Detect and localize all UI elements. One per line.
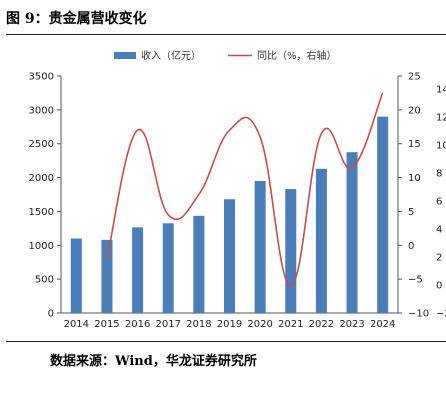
x-tick-label: 2023 (339, 319, 364, 330)
bar (101, 239, 113, 313)
cutoff-tick-label: 14 (436, 85, 446, 96)
chart-container: 0 500 1000 1500 2000 2500 3000 3500 −10 −5 0 5 10 15 2… (6, 34, 446, 342)
bar (346, 152, 358, 313)
x-tick-label: 2016 (125, 319, 150, 330)
cutoff-tick-label: 10 (436, 141, 446, 152)
right-tick-label: 25 (408, 72, 421, 83)
bar (285, 189, 297, 313)
source-note: 数据来源：Wind，华龙证券研究所 (50, 354, 257, 369)
cutoff-tick-label: 6 (436, 197, 442, 208)
chart: 0 500 1000 1500 2000 2500 3000 3500 −10 −5 0 5 10 15 2… (29, 49, 446, 330)
right-tick-label: 10 (408, 173, 421, 184)
bar (70, 238, 82, 313)
x-tick-label: 2024 (370, 319, 395, 330)
bar (223, 199, 236, 313)
left-tick-label: 3500 (29, 72, 54, 83)
bar (377, 116, 389, 313)
right-tick-label: −5 (408, 275, 423, 286)
legend-bar-label: 收入（亿元） (141, 49, 201, 62)
right-tick-label: 20 (408, 105, 421, 116)
right-tick-label: 5 (408, 207, 414, 218)
right-tick-label: 0 (408, 241, 414, 252)
x-tick-label: 2019 (217, 319, 242, 330)
right-tick-label: −10 (408, 309, 429, 320)
x-tick-label: 2020 (247, 319, 272, 330)
bar (193, 215, 205, 313)
x-tick-label: 2017 (156, 319, 181, 330)
cutoff-tick-label: 4 (436, 225, 442, 236)
bar (315, 168, 327, 313)
figure-title: 图 9：贵金属营收变化 (6, 11, 147, 27)
left-tick-label: 0 (48, 309, 54, 320)
legend-line-label: 同比（%，右轴） (257, 49, 337, 62)
cutoff-tick-label: −2 (436, 309, 446, 320)
left-tick-label: 500 (35, 275, 54, 286)
x-tick-label: 2018 (186, 319, 211, 330)
growth-line (106, 92, 384, 287)
left-tick-label: 1000 (29, 241, 54, 252)
left-tick-label: 1500 (29, 207, 54, 218)
left-tick-label: 2500 (29, 139, 54, 150)
legend-bar-swatch (114, 52, 136, 59)
cutoff-tick-label: 2 (436, 253, 442, 264)
x-tick-label: 2014 (64, 319, 89, 330)
bar (132, 227, 144, 313)
cutoff-tick-label: 8 (436, 169, 442, 180)
x-tick-label: 2015 (94, 319, 119, 330)
x-tick-label: 2021 (278, 319, 303, 330)
x-tick-label: 2022 (309, 319, 334, 330)
left-tick-label: 2000 (29, 173, 54, 184)
cutoff-tick-label: 12 (436, 113, 446, 124)
bar (254, 180, 266, 313)
right-tick-label: 15 (408, 139, 421, 150)
cutoff-tick-label: 0 (436, 281, 442, 292)
left-tick-label: 3000 (29, 105, 54, 116)
bar (162, 223, 174, 313)
